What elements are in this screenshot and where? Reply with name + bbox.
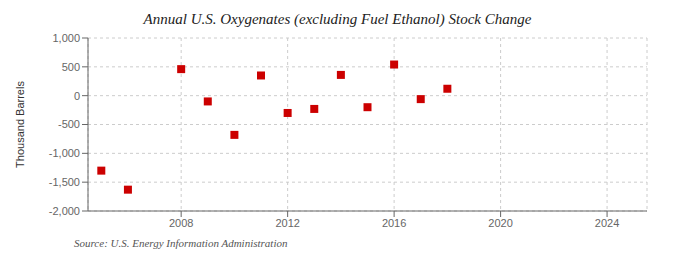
html-text:Source: U.S. Energy Informatio: Source: U.S. Energy Information Administ… — [74, 237, 288, 249]
svg-text:2024: 2024 — [595, 217, 619, 229]
svg-text:2020: 2020 — [488, 217, 512, 229]
svg-text:0: 0 — [74, 90, 80, 102]
svg-text:-1,000: -1,000 — [49, 147, 80, 159]
svg-text:Thousand Barrels: Thousand Barrels — [14, 81, 26, 168]
svg-text:-2,000: -2,000 — [49, 205, 80, 217]
html-text:Annual U.S. Oxygenates (exclud: Annual U.S. Oxygenates (excluding Fuel E… — [143, 11, 532, 27]
svg-text:500: 500 — [62, 61, 80, 73]
svg-text:-1,500: -1,500 — [49, 176, 80, 188]
svg-text:2012: 2012 — [275, 217, 299, 229]
svg-text:1,000: 1,000 — [52, 32, 80, 44]
svg-text:2016: 2016 — [382, 217, 406, 229]
svg-text:2008: 2008 — [169, 217, 193, 229]
svg-text:-500: -500 — [58, 118, 80, 130]
